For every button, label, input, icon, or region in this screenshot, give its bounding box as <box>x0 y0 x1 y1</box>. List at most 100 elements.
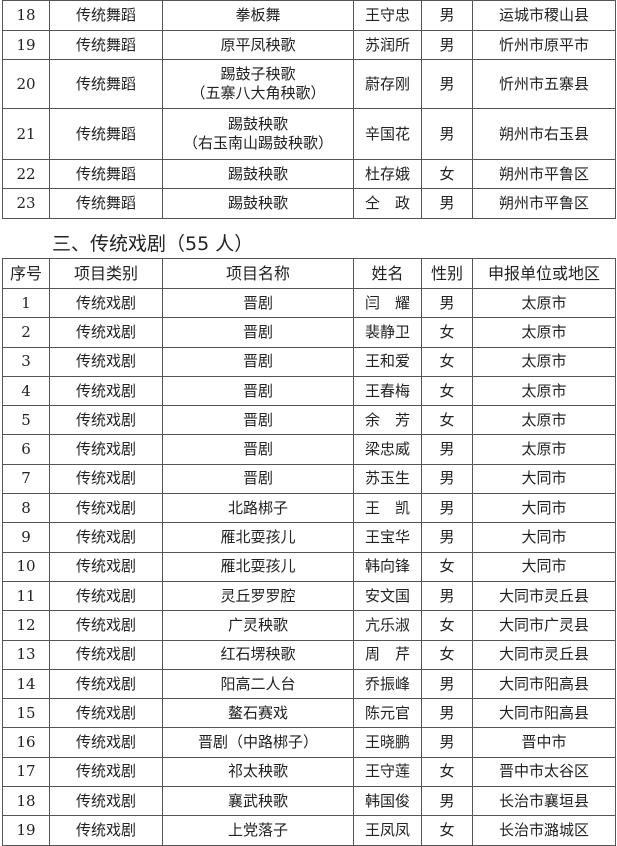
cell-no: 2 <box>2 317 50 348</box>
cell-name: 仝 政 <box>353 188 422 219</box>
cell-name: 乔振峰 <box>353 668 422 700</box>
cell-gender: 男 <box>421 287 473 319</box>
table-row: 23 传统舞蹈 踢鼓秧歌 仝 政男朔州市平鲁区 <box>2 188 616 219</box>
cell-gender: 男 <box>421 522 473 553</box>
cell-gender: 女 <box>421 756 473 788</box>
project-name: 踢鼓秧歌 <box>227 115 288 133</box>
cell-name: 安文国 <box>353 580 422 612</box>
cell-no: 15 <box>2 698 50 729</box>
cell-category: 传统戏剧 <box>49 434 163 465</box>
cell-gender: 女 <box>421 610 473 641</box>
cell-no: 10 <box>2 551 50 582</box>
cell-project: 阳高二人台 <box>162 668 354 700</box>
cell-category: 传统戏剧 <box>49 317 163 348</box>
cell-region: 朔州市右玉县 <box>472 108 616 160</box>
cell-project: 踢鼓秧歌 <box>162 159 354 189</box>
cell-category: 传统戏剧 <box>49 287 163 319</box>
cell-category: 传统戏剧 <box>49 639 163 670</box>
project-name: 踢鼓子秧歌 <box>220 65 296 83</box>
cell-region: 运城市稷山县 <box>472 0 616 31</box>
header-region: 申报单位或地区 <box>472 258 616 289</box>
table-row: 11 传统戏剧 灵丘罗罗腔 安文国男大同市灵丘县 <box>2 580 616 612</box>
cell-gender: 女 <box>421 346 473 377</box>
cell-no: 7 <box>2 463 50 495</box>
cell-region: 大同市阳高县 <box>472 668 616 700</box>
cell-category: 传统舞蹈 <box>49 30 163 60</box>
cell-name: 梁忠威 <box>353 434 422 465</box>
table-row: 4 传统戏剧 晋剧 王春梅女太原市 <box>2 375 616 407</box>
project-name: 拳板舞 <box>235 6 281 24</box>
cell-no: 23 <box>2 188 50 219</box>
cell-category: 传统戏剧 <box>49 551 163 582</box>
cell-name: 王凤凤 <box>353 815 422 846</box>
cell-category: 传统戏剧 <box>49 346 163 377</box>
cell-gender: 女 <box>421 639 473 670</box>
project-subname: （五寨八大角秧歌） <box>190 84 326 102</box>
cell-region: 长治市襄垣县 <box>472 786 616 817</box>
cell-no: 14 <box>2 668 50 700</box>
cell-project: 晋剧 <box>162 405 354 436</box>
cell-project: 雁北耍孩儿 <box>162 522 354 553</box>
table-row: 12 传统戏剧 广灵秧歌 亢乐淑女大同市广灵县 <box>2 610 616 641</box>
cell-region: 太原市 <box>472 405 616 436</box>
cell-project: 踢鼓秧歌 （右玉南山踢鼓秧歌） <box>162 108 354 160</box>
cell-region: 太原市 <box>472 287 616 319</box>
cell-category: 传统戏剧 <box>49 698 163 729</box>
table-row: 9 传统戏剧 雁北耍孩儿 王宝华男大同市 <box>2 522 616 553</box>
cell-no: 12 <box>2 610 50 641</box>
cell-project: 广灵秧歌 <box>162 610 354 641</box>
header-gender: 性别 <box>421 258 473 289</box>
cell-gender: 男 <box>421 493 473 524</box>
cell-gender: 男 <box>421 580 473 612</box>
cell-category: 传统戏剧 <box>49 493 163 524</box>
cell-gender: 男 <box>421 30 473 60</box>
cell-project: 踢鼓子秧歌 （五寨八大角秧歌） <box>162 59 354 109</box>
cell-no: 20 <box>2 59 50 109</box>
cell-no: 22 <box>2 159 50 189</box>
cell-project: 原平凤秧歌 <box>162 30 354 60</box>
cell-gender: 女 <box>421 317 473 348</box>
cell-region: 大同市 <box>472 551 616 582</box>
cell-region: 大同市 <box>472 493 616 524</box>
cell-gender: 男 <box>421 434 473 465</box>
cell-project: 雁北耍孩儿 <box>162 551 354 582</box>
table-row: 18 传统舞蹈 拳板舞 王守忠男运城市稷山县 <box>2 0 616 31</box>
cell-no: 13 <box>2 639 50 670</box>
cell-category: 传统戏剧 <box>49 786 163 817</box>
cell-name: 王守莲 <box>353 756 422 788</box>
cell-category: 传统戏剧 <box>49 375 163 407</box>
cell-project: 北路梆子 <box>162 493 354 524</box>
cell-project: 上党落子 <box>162 815 354 846</box>
cell-gender: 女 <box>421 551 473 582</box>
cell-region: 大同市 <box>472 463 616 495</box>
cell-project: 晋剧 <box>162 434 354 465</box>
cell-no: 9 <box>2 522 50 553</box>
cell-no: 16 <box>2 727 50 758</box>
cell-name: 周 芹 <box>353 639 422 670</box>
cell-region: 长治市潞城区 <box>472 815 616 846</box>
cell-no: 3 <box>2 346 50 377</box>
cell-category: 传统舞蹈 <box>49 188 163 219</box>
table-row: 15 传统戏剧 鳌石赛戏 陈元官男大同市阳高县 <box>2 698 616 729</box>
cell-no: 19 <box>2 815 50 846</box>
cell-category: 传统戏剧 <box>49 580 163 612</box>
table-row: 2 传统戏剧 晋剧 裴静卫女太原市 <box>2 317 616 348</box>
section-heading: 三、传统戏剧（55 人） <box>52 233 254 255</box>
table-row: 19 传统舞蹈 原平凤秧歌 苏润所男忻州市原平市 <box>2 30 616 60</box>
cell-category: 传统戏剧 <box>49 610 163 641</box>
cell-name: 王宝华 <box>353 522 422 553</box>
cell-category: 传统戏剧 <box>49 405 163 436</box>
table-row: 7 传统戏剧 晋剧 苏玉生男大同市 <box>2 463 616 495</box>
cell-name: 王和爱 <box>353 346 422 377</box>
project-subname: （右玉南山踢鼓秧歌） <box>182 134 333 152</box>
cell-category: 传统戏剧 <box>49 668 163 700</box>
cell-project: 晋剧 <box>162 463 354 495</box>
cell-no: 1 <box>2 287 50 319</box>
table-row: 3 传统戏剧 晋剧 王和爱女太原市 <box>2 346 616 377</box>
cell-region: 太原市 <box>472 317 616 348</box>
cell-category: 传统戏剧 <box>49 463 163 495</box>
cell-gender: 女 <box>421 815 473 846</box>
cell-name: 韩国俊 <box>353 786 422 817</box>
table-row: 6 传统戏剧 晋剧 梁忠威男太原市 <box>2 434 616 465</box>
cell-project: 晋剧（中路梆子） <box>162 727 354 758</box>
